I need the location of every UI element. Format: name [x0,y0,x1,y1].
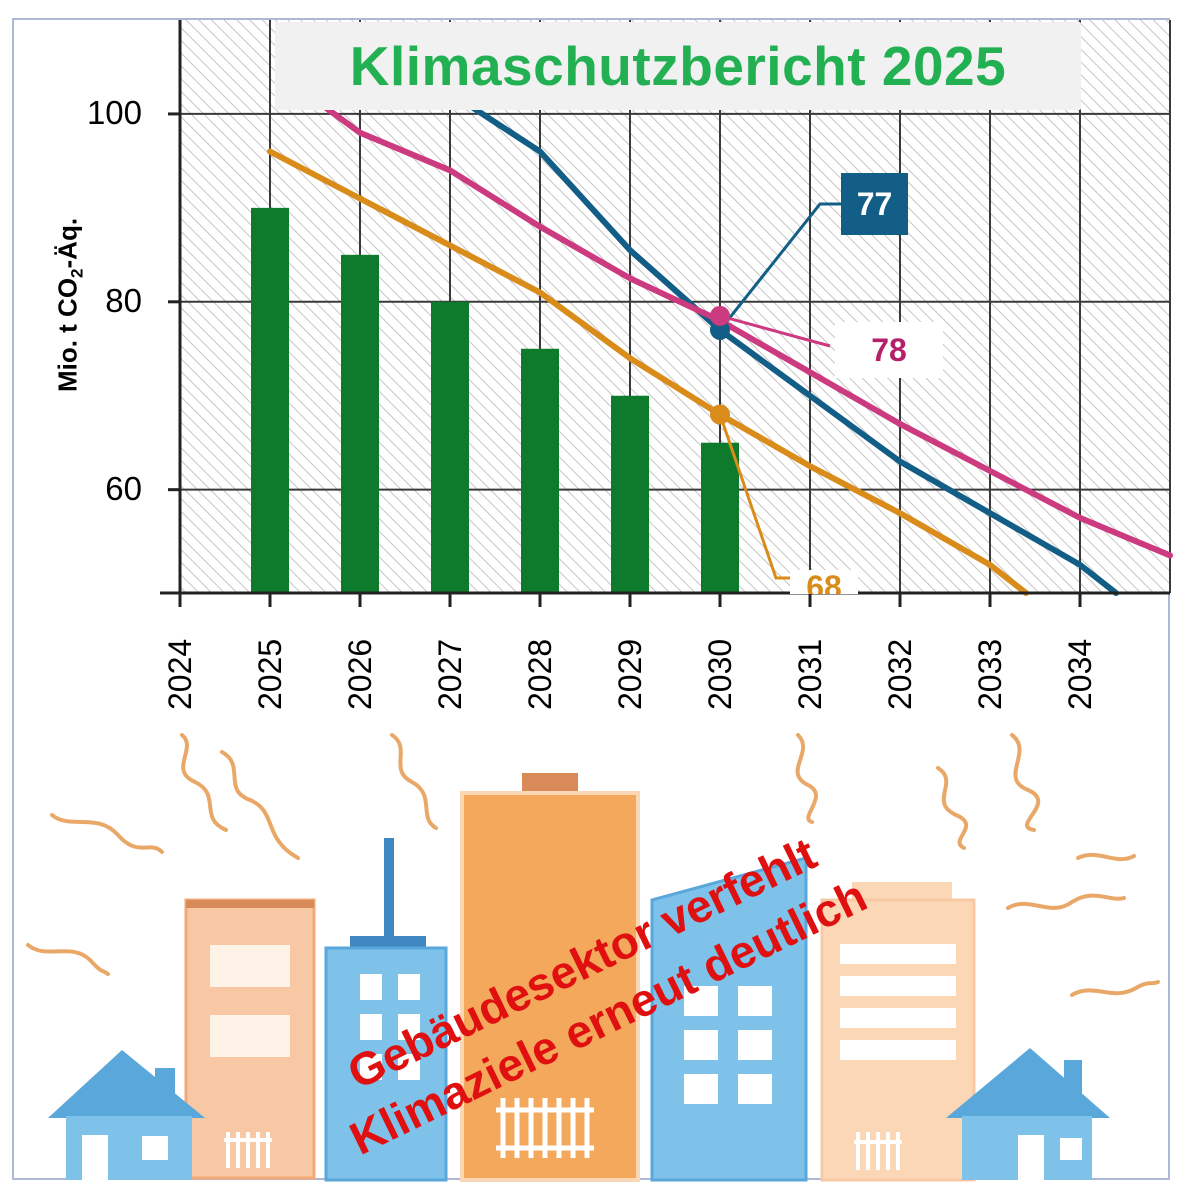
marker-3 [710,404,730,425]
bar-2029 [611,395,649,593]
heat-wave-icon [180,733,228,832]
bar-2026 [341,254,379,593]
leader-blue [718,202,843,331]
callout-leaders [718,202,843,580]
marker-1 [710,319,730,340]
blue-tower [324,838,448,1182]
heat-wave-icon [50,813,164,854]
orange-building [460,773,640,1182]
peach-building-right [820,882,976,1182]
chart-plot [160,20,1173,607]
bars [251,207,739,594]
heat-wave-icon [1070,980,1160,997]
markers [710,305,730,425]
bar-2028 [521,348,559,593]
series-line-1 [402,82,1119,596]
heat-wave-icon [26,943,110,976]
chart-title-box: Klimaschutzbericht 2025 [275,22,1081,110]
callout-blue-value: 77 [841,173,908,235]
chart-title: Klimaschutzbericht 2025 [349,35,1007,97]
marker-2 [710,305,730,326]
radiator-icon [496,1098,594,1158]
y-tick-label: 100 [86,93,142,131]
radiator-icon [854,1132,902,1170]
callout-pink-value: 78 [835,322,943,378]
heat-wave-icon [936,766,969,850]
heat-wave-icon [390,733,438,830]
y-tick-label: 60 [105,469,142,507]
bar-2025 [251,207,289,594]
heat-wave-icons [26,733,1160,997]
peach-building-left [184,898,316,1180]
radiator-icon [224,1132,272,1168]
heat-wave-icon [1010,733,1041,832]
series-line-3 [267,148,1029,596]
heat-wave-icon [1076,852,1136,862]
bar-2027 [431,301,469,593]
heat-wave-icon [795,733,818,824]
house-right [946,1048,1110,1180]
heat-wave-icon [1006,893,1126,910]
house-left [48,1050,205,1180]
y-tick-label: 80 [105,281,142,319]
leader-orange [718,414,792,580]
axes [160,20,1170,607]
leader-pink [719,314,831,348]
blue-slanted-building [650,856,808,1182]
bar-2030 [701,442,739,593]
callout-orange-value: 68 [790,570,858,594]
heat-wave-icon [220,750,300,860]
